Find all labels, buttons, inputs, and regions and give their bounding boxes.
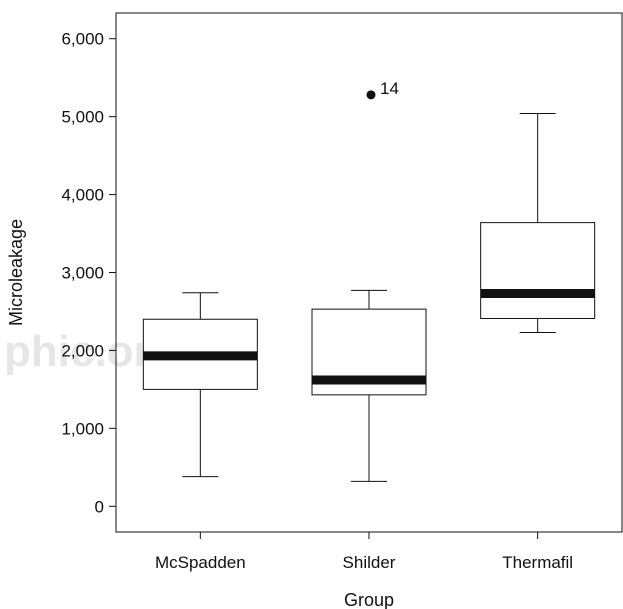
y-tick-label: 4,000: [61, 186, 104, 205]
outliers: 14: [366, 79, 399, 100]
box-thermafil: [480, 113, 596, 334]
outlier-point: [366, 90, 376, 100]
box-mcspadden: [142, 292, 258, 478]
y-tick-label: 2,000: [61, 341, 104, 360]
x-tick-label: Thermafil: [502, 553, 573, 572]
boxes: [142, 113, 596, 482]
y-tick-label: 1,000: [61, 419, 104, 438]
x-axis: McSpadden Shilder Thermafil: [155, 532, 573, 572]
iqr-box: [480, 222, 596, 319]
y-tick-label: 6,000: [61, 30, 104, 49]
outlier-label: 14: [380, 79, 399, 98]
y-axis-title: Microleakage: [6, 219, 26, 326]
box-shilder: [311, 289, 427, 482]
y-tick-label: 0: [95, 497, 104, 516]
x-tick-label: McSpadden: [155, 553, 246, 572]
x-tick-label: Shilder: [343, 553, 396, 572]
y-axis: 0 1,000 2,000 3,000 4,000 5,000 6,000: [61, 30, 116, 516]
x-axis-title: Group: [344, 590, 394, 609]
y-tick-label: 3,000: [61, 264, 104, 283]
y-tick-label: 5,000: [61, 108, 104, 127]
